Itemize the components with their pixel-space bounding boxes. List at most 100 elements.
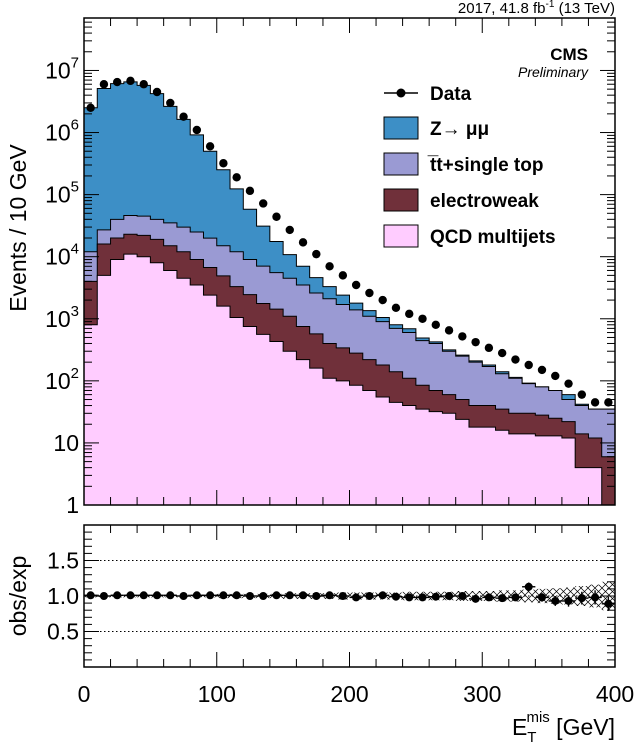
data-point: [484, 343, 494, 353]
x-axis-label: ETmis [GeV]: [512, 709, 615, 746]
ratio-y-axis-label: obs/exp: [5, 556, 31, 637]
ratio-point: [230, 591, 244, 600]
ratio-point: [97, 592, 111, 600]
y-tick-label: 103: [45, 303, 79, 332]
data-point: [338, 271, 348, 280]
legend-entry-3: Z→ μμ: [383, 116, 489, 140]
legend-label-1: electroweak: [430, 191, 539, 212]
data-point: [405, 309, 414, 319]
ratio-point: [389, 592, 403, 601]
data-point: [298, 238, 308, 247]
data-point: [497, 348, 507, 358]
data-point: [604, 398, 613, 407]
ratio-point: [455, 592, 469, 600]
ratio-point: [309, 592, 323, 600]
data-point: [312, 249, 321, 259]
ratio-point: [402, 593, 416, 602]
data-point: [152, 87, 162, 97]
y-tick-label: 107: [45, 54, 79, 83]
data-point: [431, 320, 440, 329]
data-point: [391, 303, 401, 313]
y-tick-label: 106: [45, 117, 79, 146]
ratio-point: [376, 591, 390, 600]
data-point: [192, 125, 202, 135]
ratio-point: [429, 592, 443, 601]
ratio-point: [322, 591, 337, 600]
data-points: [86, 76, 613, 407]
data-point: [511, 355, 520, 364]
ratio-point: [190, 591, 204, 600]
ratio-point: [150, 591, 164, 600]
data-point: [590, 398, 600, 407]
y-tick-label: 104: [45, 241, 79, 270]
ratio-point: [415, 593, 430, 602]
ratio-point: [84, 591, 98, 600]
ratio-points: [84, 582, 615, 611]
ratio-point: [269, 591, 284, 600]
legend-entry-2: t̅t+single top: [383, 152, 543, 176]
legend-entry-1: electroweak: [383, 188, 539, 212]
x-tick-label: 400: [596, 681, 634, 707]
legend-label-2: t̅t+single top: [427, 155, 543, 176]
legend-entry-data: Data: [384, 84, 472, 105]
ratio-point: [495, 594, 509, 603]
data-point: [471, 337, 480, 347]
data-point: [205, 142, 215, 151]
ratio-point: [336, 592, 350, 600]
ratio-point: [243, 592, 257, 600]
data-point: [325, 262, 334, 271]
data-point: [378, 295, 387, 305]
legend-label-data: Data: [430, 84, 472, 105]
y-tick-label: 105: [45, 179, 79, 208]
data-point: [139, 80, 148, 89]
legend: Data Z→ μμ t̅t+single top electroweak QCD mu…: [383, 84, 556, 248]
ratio-axis: 0.5 1.0 1.5: [47, 531, 615, 661]
x-tick-label: 100: [198, 681, 236, 707]
ratio-point: [561, 595, 576, 607]
ratio-point: [508, 593, 523, 602]
data-point: [179, 112, 188, 121]
ratio-y-tick-label: 1.5: [47, 548, 79, 574]
ratio-point: [482, 593, 496, 602]
stacked-histogram: [84, 81, 615, 505]
ratio-point: [110, 591, 124, 600]
data-point: [259, 199, 268, 208]
ratio-point: [522, 582, 536, 592]
data-point: [86, 103, 95, 113]
data-point: [537, 365, 547, 375]
data-point: [272, 212, 281, 221]
data-point: [219, 159, 228, 168]
ratio-point: [588, 590, 602, 605]
ratio-point: [123, 591, 138, 600]
data-point: [551, 371, 560, 381]
ratio-y-tick-label: 1.0: [47, 583, 79, 609]
ratio-y-tick-label: 0.5: [47, 619, 79, 645]
y-tick-label: 1: [66, 492, 79, 518]
x-tick-label: 300: [463, 681, 501, 707]
legend-label-3: Z→ μμ: [430, 119, 489, 140]
ratio-point: [362, 592, 377, 600]
ratio-point: [468, 594, 483, 603]
legend-entry-0: QCD multijets: [383, 224, 556, 248]
y-tick-label: 10: [53, 430, 79, 456]
ratio-point: [203, 591, 217, 600]
ratio-point: [137, 591, 151, 600]
ratio-point: [256, 592, 270, 600]
ratio-point: [601, 596, 615, 611]
data-point: [524, 360, 533, 370]
x-axis: 0 100 200 300 400: [78, 18, 634, 707]
data-point: [444, 326, 454, 335]
data-point: [166, 98, 175, 108]
ratio-point: [283, 591, 297, 600]
x-tick-label: 200: [330, 681, 368, 707]
data-point: [285, 225, 294, 235]
data-point: [232, 173, 241, 182]
main-axis: 1 10 102 103 104 105 106 107: [45, 17, 615, 518]
y-tick-label: 102: [45, 365, 79, 394]
ratio-point: [349, 593, 363, 602]
data-point: [365, 288, 374, 298]
ratio-point: [163, 591, 177, 600]
ratio-point: [176, 592, 191, 600]
ratio-point: [535, 593, 549, 602]
